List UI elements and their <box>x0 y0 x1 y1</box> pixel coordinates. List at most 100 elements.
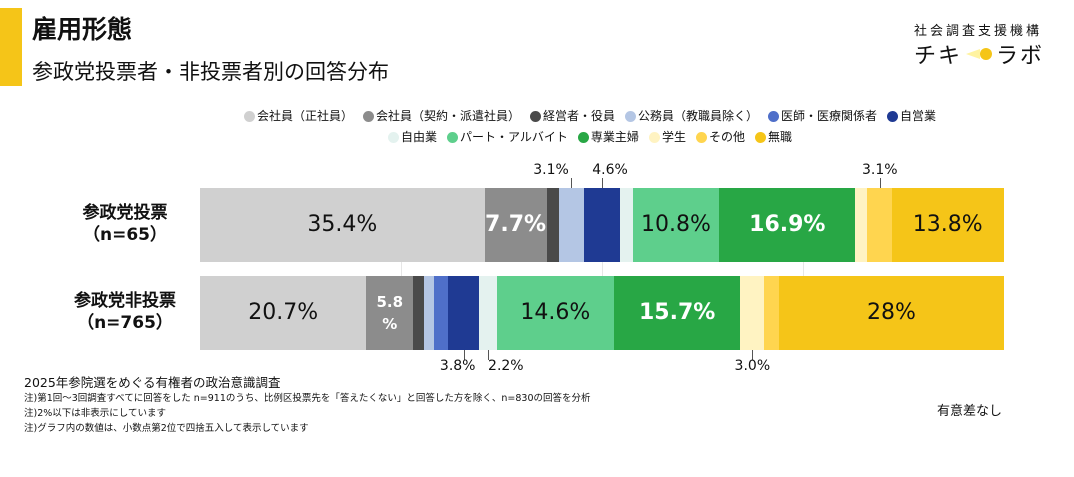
bar-segment <box>719 188 856 262</box>
logo-brand-right: ラボ <box>996 44 1045 69</box>
significance-label: 有意差なし <box>937 404 1003 419</box>
note-3: 注)グラフ内の数値は、小数点第2位で四捨五入して表示しています <box>24 423 309 434</box>
data-label: 3.0% <box>734 358 771 374</box>
legend-item: パート・アルバイト <box>447 128 568 147</box>
data-label: 16.9% <box>749 212 826 237</box>
bar-segment <box>632 188 720 262</box>
callout-line <box>463 350 465 360</box>
legend-label: 会社員（契約・派遣社員） <box>375 109 520 123</box>
series-name: 参政党投票 <box>82 203 168 223</box>
legend-label: 無職 <box>767 130 792 144</box>
legend-item: 経営者・役員 <box>529 107 615 126</box>
bar-segment <box>496 276 615 350</box>
legend-item: 専業主婦 <box>577 128 639 147</box>
row-label: 参政党非投票 （n=765） <box>50 290 200 334</box>
bar-segment <box>764 276 780 350</box>
legend-swatch <box>887 111 899 122</box>
legend-label: 自由業 <box>401 130 438 144</box>
legend-swatch <box>447 132 459 143</box>
legend-swatch <box>529 111 541 122</box>
legend-label: 経営者・役員 <box>542 109 615 123</box>
legend-swatch <box>388 132 400 143</box>
legend-label: 医師・医療関係者 <box>781 109 878 123</box>
bar-segment <box>200 276 367 350</box>
bar-segment <box>892 188 1004 262</box>
page-subtitle: 参政党投票者・非投票者別の回答分布 <box>32 60 389 84</box>
bar-segment <box>366 276 414 350</box>
legend-item: 会社員（正社員） <box>243 107 353 126</box>
callout-line <box>752 350 754 360</box>
data-label: 15.7% <box>638 300 716 325</box>
data-label: 10.8% <box>641 212 711 237</box>
bar-segment <box>200 188 486 262</box>
legend-label: 公務員（教職員除く） <box>638 109 759 123</box>
note-1: 注)第1回～3回調査すべてに回答をした n=911のうち、比例区投票先を「答えた… <box>24 393 591 404</box>
data-label: 3.1% <box>533 162 569 178</box>
bar-segment <box>614 276 741 350</box>
data-label: 3.1% <box>861 162 898 178</box>
data-label: 14.6% <box>520 300 591 325</box>
legend-swatch <box>243 111 255 122</box>
bar-segment <box>546 188 560 262</box>
gridline <box>602 262 603 276</box>
legend-swatch <box>625 111 636 122</box>
bar-segment <box>583 188 621 262</box>
callout-line <box>879 178 881 188</box>
bar-segment <box>778 276 1005 350</box>
legend-swatch <box>577 132 589 143</box>
bar-segment <box>448 276 480 350</box>
bar-segment <box>867 188 893 262</box>
legend-label: 学生 <box>661 130 686 144</box>
data-label: 20.7% <box>248 300 319 325</box>
bar-segment <box>484 188 548 262</box>
data-label: 28% <box>866 300 916 325</box>
bar-segment <box>558 188 584 262</box>
bar-segment <box>740 276 765 350</box>
series-n: （n=765） <box>77 313 173 333</box>
legend-label: 会社員（正社員） <box>256 109 353 123</box>
logo: チキ ラボ <box>914 38 1044 70</box>
legend-swatch <box>754 132 766 143</box>
bar-segment <box>478 276 498 350</box>
legend-swatch <box>768 111 780 122</box>
callout-line <box>487 350 489 360</box>
data-label: 13.8% <box>912 212 983 237</box>
data-label: 5.8 % <box>376 293 404 333</box>
data-label: 4.6% <box>592 162 628 178</box>
series-name: 参政党非投票 <box>74 291 176 311</box>
bar-segment <box>424 276 435 350</box>
legend-item: 会社員（契約・派遣社員） <box>362 107 520 126</box>
data-label: 35.4% <box>307 212 378 237</box>
logo-org: 社会調査支援機構 <box>914 24 1043 39</box>
logo-brand-left: チキ <box>914 44 963 69</box>
legend-item: 無職 <box>754 128 792 147</box>
legend-item: 自営業 <box>887 107 936 126</box>
gridline <box>401 262 402 276</box>
series-n: （n=65） <box>82 225 167 245</box>
row-label: 参政党投票 （n=65） <box>50 202 200 246</box>
data-label: 2.2% <box>488 358 524 374</box>
title-accent-bar <box>0 8 22 86</box>
source-text: 2025年参院選をめぐる有権者の政治意識調査 <box>24 375 281 390</box>
gridline <box>803 262 804 276</box>
legend-item: 学生 <box>648 128 686 147</box>
bar-segment <box>855 188 868 262</box>
legend-swatch <box>362 111 374 122</box>
legend-label: 専業主婦 <box>590 130 639 144</box>
legend-label: その他 <box>708 130 745 144</box>
callout-line <box>571 178 573 188</box>
bar-segment <box>620 188 634 262</box>
note-2: 注)2%以下は非表示にしています <box>24 408 166 419</box>
legend-item: 医師・医療関係者 <box>768 107 877 126</box>
page-title: 雇用形態 <box>32 15 133 44</box>
legend-swatch <box>695 132 707 143</box>
callout-line <box>602 178 603 188</box>
legend-label: 自営業 <box>900 109 937 123</box>
legend-item: 公務員（教職員除く） <box>625 107 758 126</box>
bar-segment <box>433 276 449 350</box>
data-label: 7.7% <box>485 212 547 237</box>
legend-label: パート・アルバイト <box>460 130 568 144</box>
data-label: 3.8% <box>439 358 476 374</box>
bar-segment <box>413 276 425 350</box>
